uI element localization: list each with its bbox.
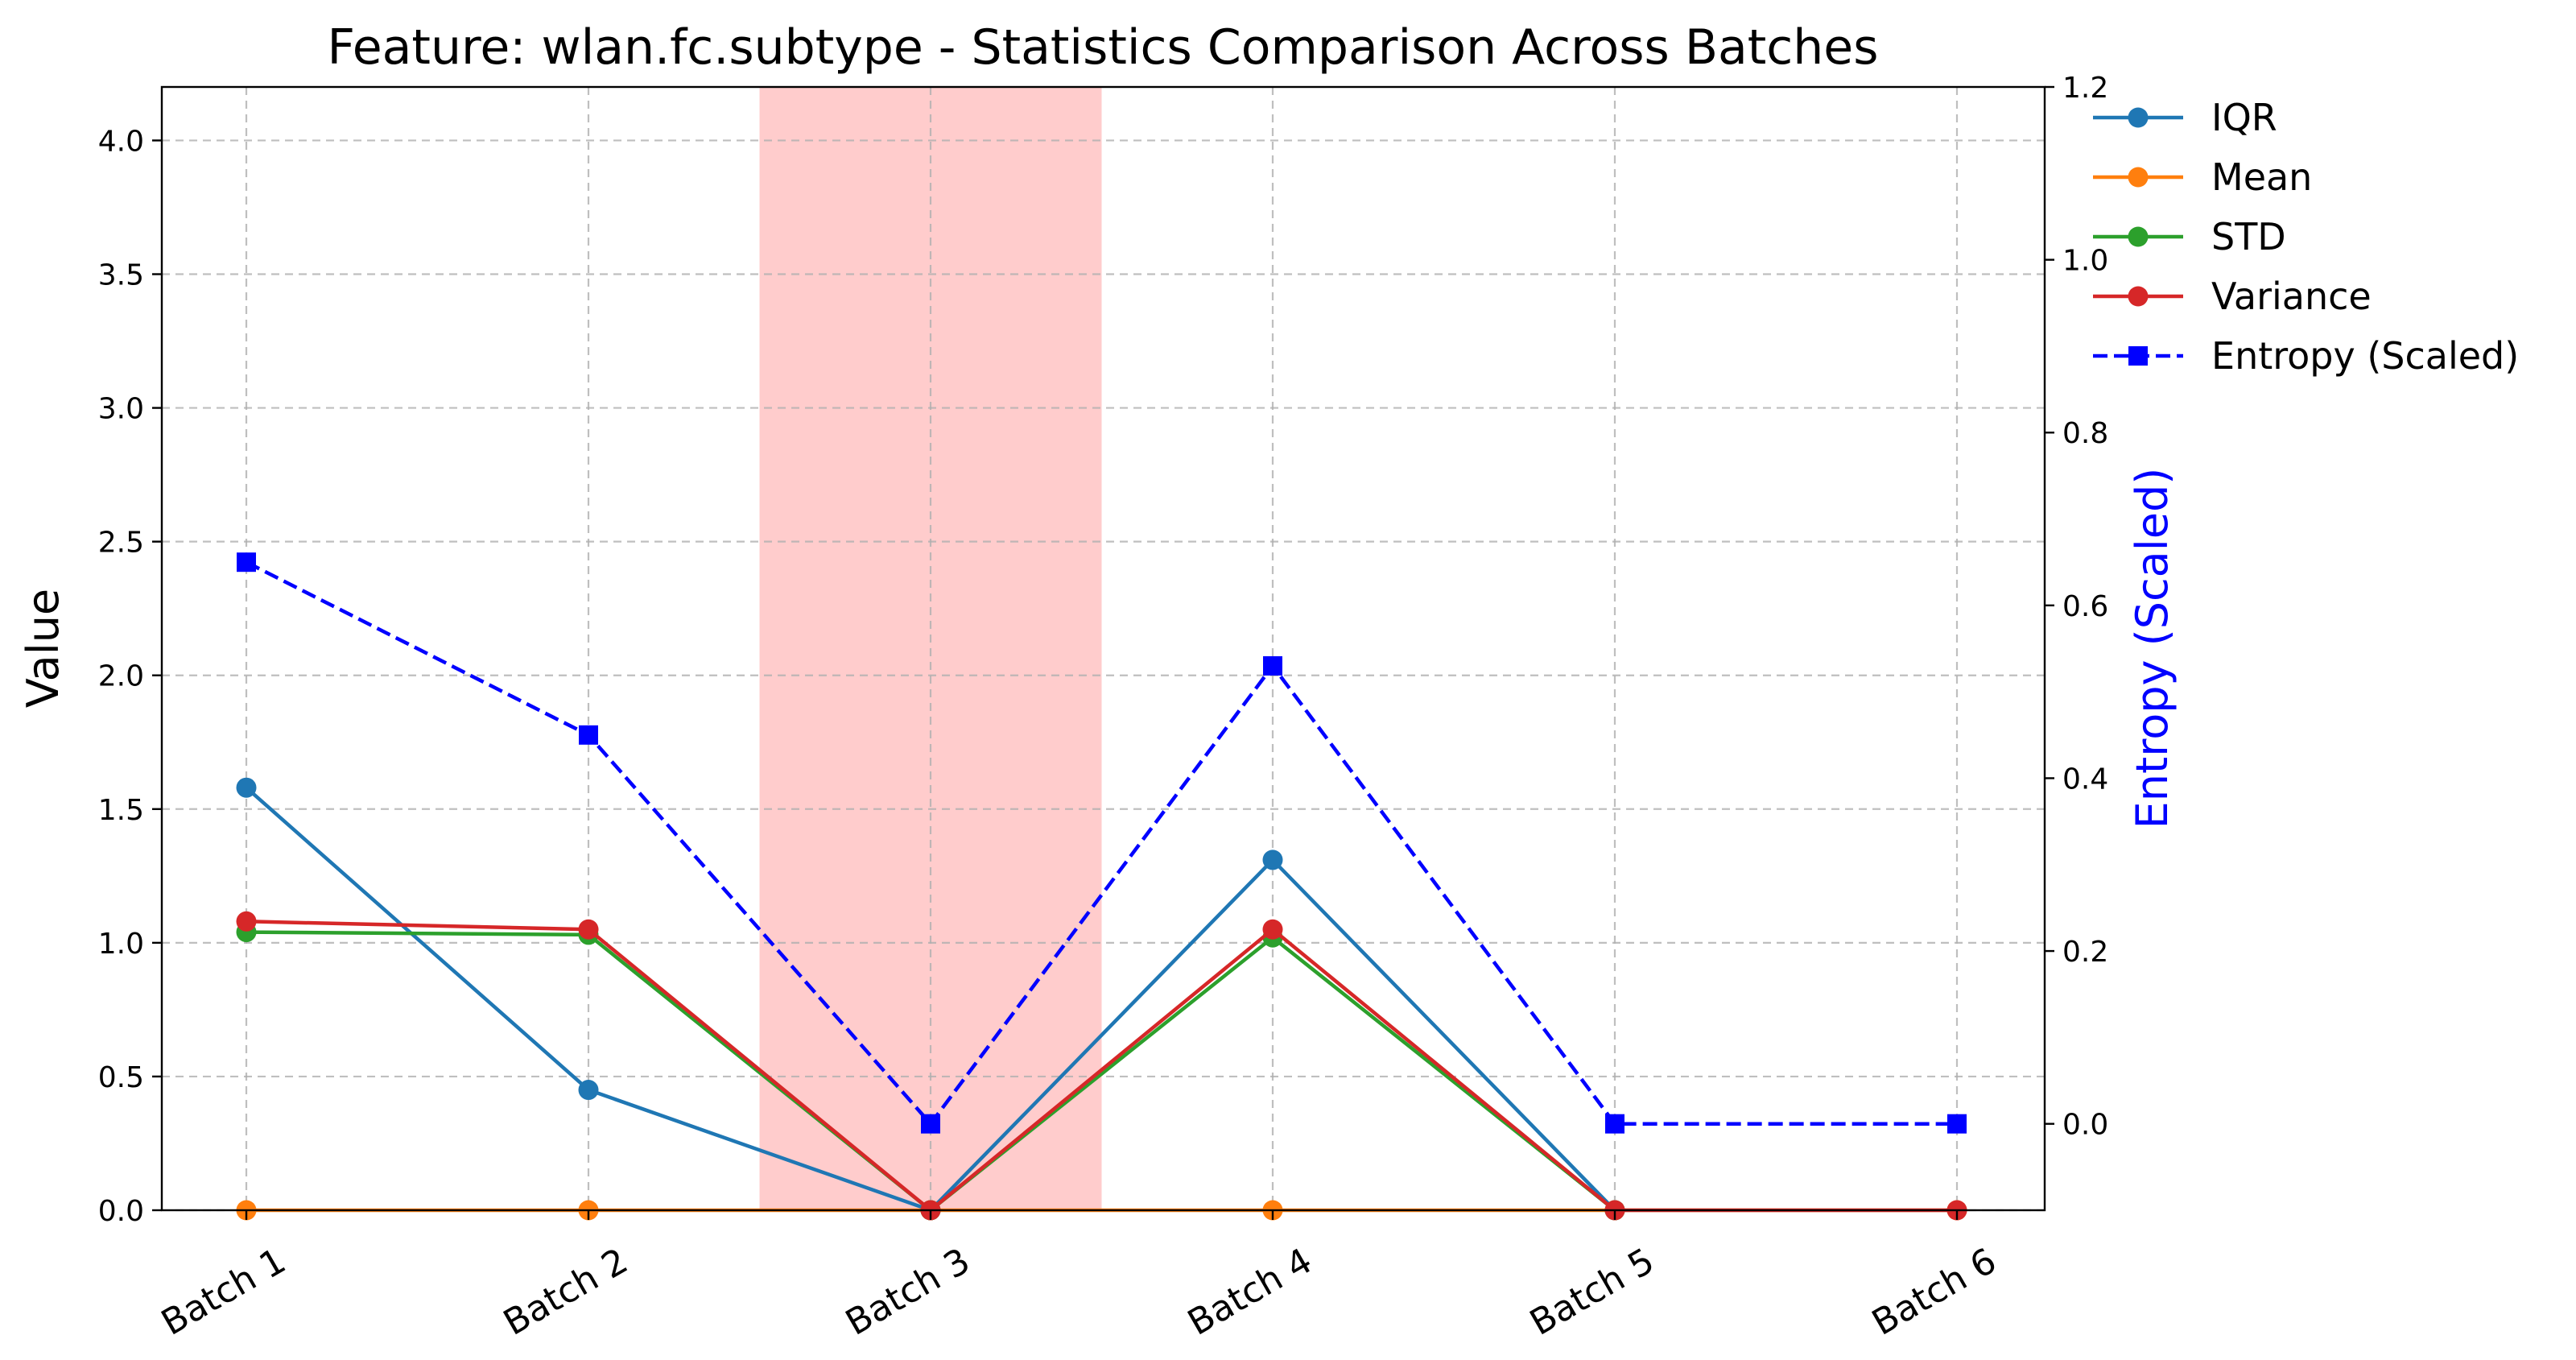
legend-marker	[2128, 226, 2149, 247]
legend-entry: Mean	[2093, 155, 2312, 199]
y2-tick-label: 1.0	[2062, 245, 2108, 278]
data-point	[578, 919, 599, 940]
y2-axis-label: Entropy (Scaled)	[2127, 468, 2178, 829]
x-tick-label: Batch 4	[1181, 1240, 1319, 1343]
x-tick-label: Batch 6	[1865, 1240, 2003, 1343]
y-tick-label: 0.5	[98, 1061, 144, 1094]
legend-label: Variance	[2211, 275, 2372, 318]
y-axis-label: Value	[18, 589, 68, 708]
y-tick-label: 2.0	[98, 660, 144, 693]
series-line	[245, 560, 1957, 1126]
y2-tick-label: 0.4	[2062, 763, 2108, 796]
data-point	[578, 1080, 599, 1101]
x-tick-label: Batch 2	[497, 1240, 634, 1343]
y2-tick-label: 0.2	[2062, 936, 2108, 969]
data-point	[236, 777, 257, 798]
data-point	[1262, 919, 1283, 940]
data-point	[1263, 655, 1282, 676]
legend-marker	[2128, 107, 2149, 128]
legend-entry: Variance	[2093, 275, 2372, 318]
x-tick-label: Batch 3	[839, 1240, 976, 1343]
legend-entry: STD	[2093, 215, 2286, 258]
data-point	[237, 552, 256, 573]
legend-entry: IQR	[2093, 96, 2277, 139]
data-point	[1947, 1114, 1967, 1134]
y2-tick-label: 0.0	[2062, 1109, 2108, 1142]
legend-entry: Entropy (Scaled)	[2093, 334, 2519, 378]
data-point	[921, 1114, 940, 1134]
data-point	[1262, 849, 1283, 870]
x-tick-label: Batch 1	[155, 1240, 292, 1343]
y-tick-label: 1.5	[98, 794, 144, 827]
y2-tick-label: 1.2	[2062, 72, 2108, 105]
plot-frame	[160, 85, 2046, 1212]
chart-title: Feature: wlan.fc.subtype - Statistics Co…	[328, 19, 1879, 76]
series-entropy-scaled	[237, 552, 1967, 1134]
legend-label: IQR	[2211, 96, 2277, 139]
y-tick-label: 4.0	[98, 125, 144, 158]
legend-label: STD	[2211, 215, 2286, 258]
x-tick-label: Batch 5	[1523, 1240, 1661, 1343]
legend-marker	[2128, 286, 2149, 307]
data-point	[579, 725, 598, 745]
legend-marker	[2128, 346, 2148, 366]
legend-label: Mean	[2211, 155, 2312, 199]
y-tick-label: 0.0	[98, 1195, 144, 1228]
y-tick-label: 3.0	[98, 393, 144, 426]
legend: IQR Mean STD Variance Entropy (Scaled)	[2093, 96, 2519, 378]
data-point	[236, 911, 257, 932]
y-tick-label: 1.0	[98, 928, 144, 961]
y-tick-label: 2.5	[98, 527, 144, 560]
y2-tick-label: 0.6	[2062, 590, 2108, 623]
legend-marker	[2128, 167, 2149, 188]
y-tick-label: 3.5	[98, 259, 144, 292]
legend-label: Entropy (Scaled)	[2211, 334, 2519, 378]
y2-tick-label: 0.8	[2062, 417, 2108, 450]
data-point	[1605, 1114, 1624, 1134]
